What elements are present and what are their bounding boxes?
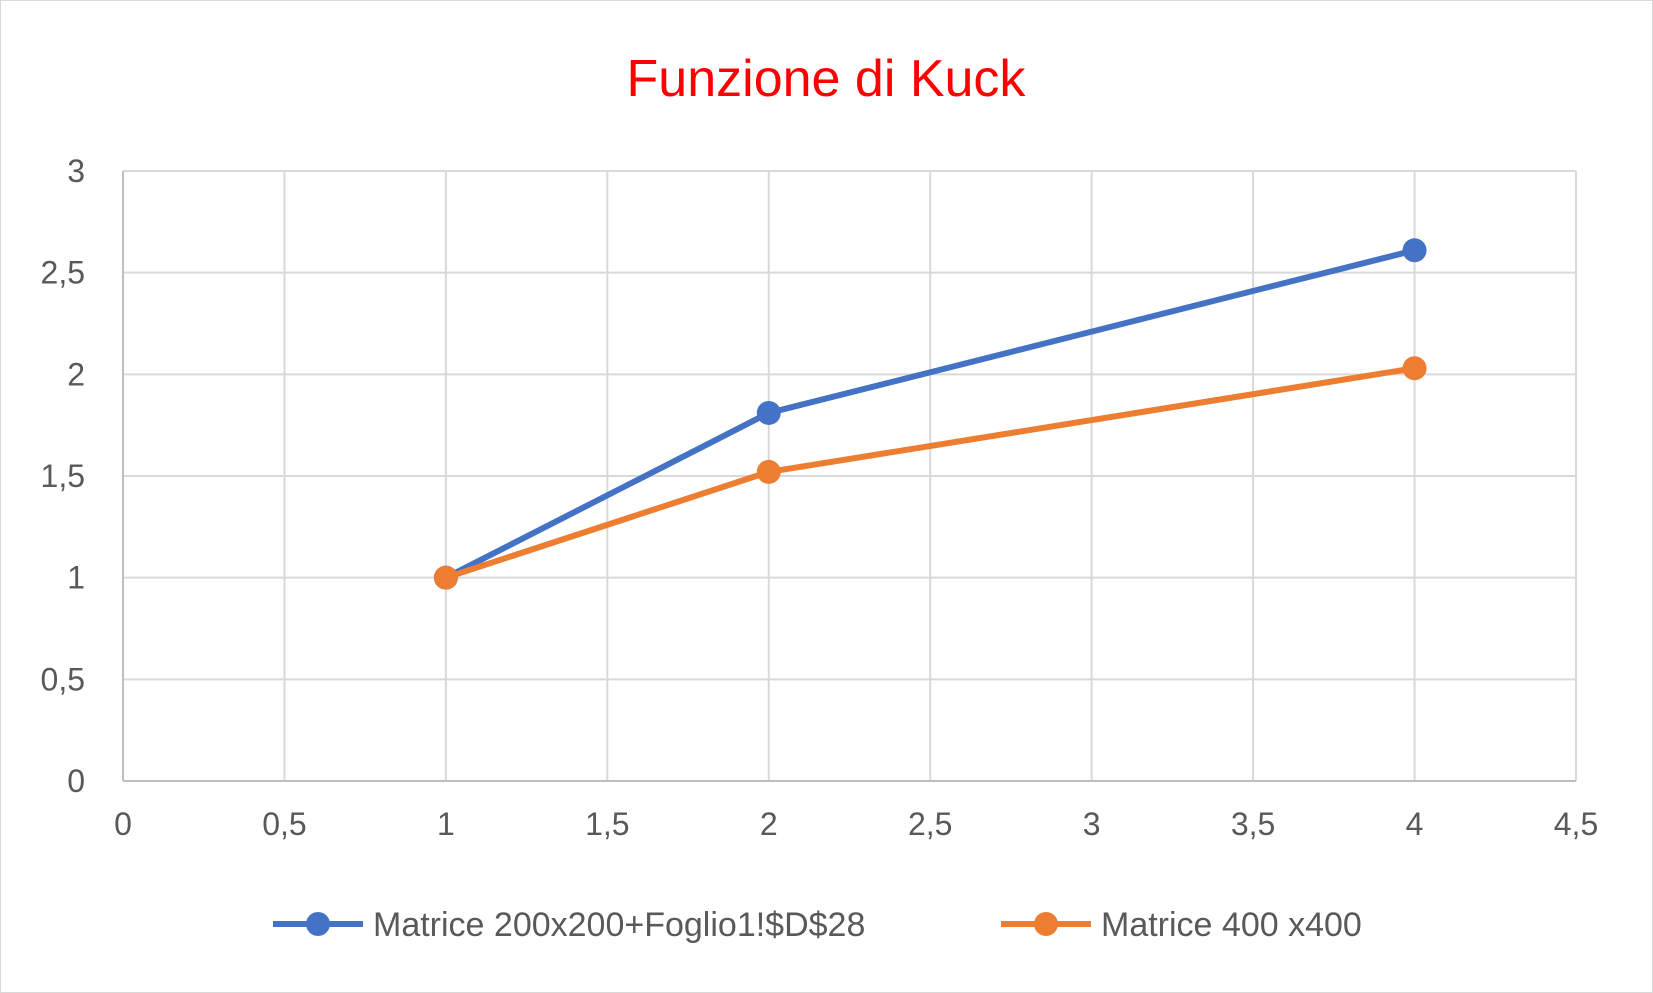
chart-title: Funzione di Kuck bbox=[627, 50, 1027, 108]
legend-label: Matrice 400 x400 bbox=[1101, 906, 1362, 944]
x-tick-label: 2,5 bbox=[908, 806, 952, 842]
y-tick-label: 1,5 bbox=[41, 458, 85, 494]
data-point bbox=[1402, 356, 1427, 381]
y-tick-label: 0 bbox=[67, 763, 85, 799]
x-tick-label: 0 bbox=[114, 806, 132, 842]
axes bbox=[122, 171, 1576, 782]
legend: Matrice 200x200+Foglio1!$D$28 Matrice 400… bbox=[273, 906, 1362, 944]
x-tick-label: 3,5 bbox=[1231, 806, 1275, 842]
data-point bbox=[433, 565, 458, 590]
legend-label: Matrice 200x200+Foglio1!$D$28 bbox=[373, 906, 865, 944]
legend-entry: Matrice 200x200+Foglio1!$D$28 bbox=[273, 906, 865, 944]
x-tick-label: 2 bbox=[760, 806, 778, 842]
x-tick-label: 1,5 bbox=[585, 806, 629, 842]
y-tick-label: 2 bbox=[67, 356, 85, 392]
y-tick-label: 0,5 bbox=[41, 661, 85, 697]
x-tick-label: 4,5 bbox=[1554, 806, 1598, 842]
gridlines bbox=[123, 170, 1577, 781]
x-tick-label: 4 bbox=[1406, 806, 1424, 842]
tick-labels: 0 0,5 1 1,5 2 2,5 3 0 0,5 1 1,5 2 2,5 3 3,5 4 4,5 bbox=[41, 153, 1599, 842]
series bbox=[433, 238, 1427, 590]
y-tick-label: 3 bbox=[67, 153, 85, 189]
legend-swatch-marker bbox=[306, 912, 330, 936]
x-tick-label: 3 bbox=[1083, 806, 1101, 842]
data-point bbox=[756, 400, 781, 425]
y-tick-label: 2,5 bbox=[41, 255, 85, 291]
data-point bbox=[756, 459, 781, 484]
data-point bbox=[1402, 238, 1427, 263]
legend-entry: Matrice 400 x400 bbox=[1001, 906, 1362, 944]
y-tick-label: 1 bbox=[67, 560, 85, 596]
x-tick-label: 0,5 bbox=[262, 806, 306, 842]
legend-swatch-marker bbox=[1034, 912, 1058, 936]
x-tick-label: 1 bbox=[437, 806, 455, 842]
